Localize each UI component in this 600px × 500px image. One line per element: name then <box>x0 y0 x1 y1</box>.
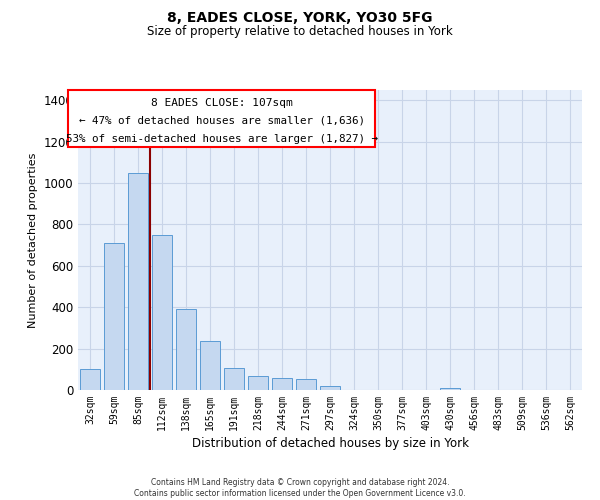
Bar <box>320 386 340 390</box>
Bar <box>128 173 148 390</box>
Bar <box>104 243 124 390</box>
Text: 53% of semi-detached houses are larger (1,827) →: 53% of semi-detached houses are larger (… <box>65 134 377 143</box>
Y-axis label: Number of detached properties: Number of detached properties <box>28 152 38 328</box>
Text: Contains HM Land Registry data © Crown copyright and database right 2024.
Contai: Contains HM Land Registry data © Crown c… <box>134 478 466 498</box>
X-axis label: Distribution of detached houses by size in York: Distribution of detached houses by size … <box>191 437 469 450</box>
Text: 8, EADES CLOSE, YORK, YO30 5FG: 8, EADES CLOSE, YORK, YO30 5FG <box>167 11 433 25</box>
Text: ← 47% of detached houses are smaller (1,636): ← 47% of detached houses are smaller (1,… <box>79 116 365 126</box>
Bar <box>224 368 244 390</box>
Bar <box>248 376 268 390</box>
Text: 8 EADES CLOSE: 107sqm: 8 EADES CLOSE: 107sqm <box>151 98 293 108</box>
Bar <box>296 378 316 390</box>
Text: Size of property relative to detached houses in York: Size of property relative to detached ho… <box>147 25 453 38</box>
Bar <box>80 370 100 390</box>
Bar <box>440 388 460 390</box>
Bar <box>152 235 172 390</box>
Bar <box>200 342 220 390</box>
FancyBboxPatch shape <box>68 90 376 147</box>
Bar <box>272 378 292 390</box>
Bar <box>176 310 196 390</box>
